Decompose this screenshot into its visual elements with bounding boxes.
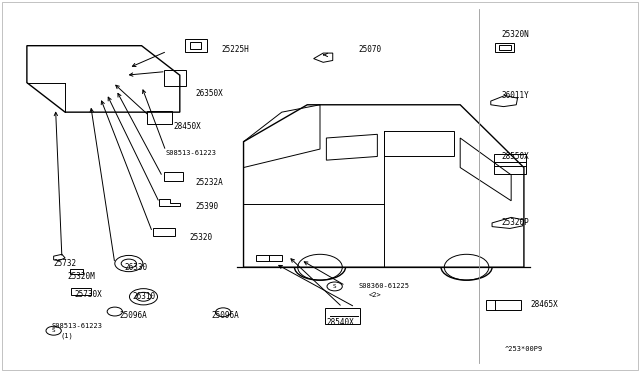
Bar <box>499 45 511 50</box>
Text: S08513-61223: S08513-61223 <box>51 323 102 329</box>
Bar <box>324 308 360 324</box>
Text: S08360-61225: S08360-61225 <box>358 283 409 289</box>
Text: 25320M: 25320M <box>67 272 95 281</box>
Bar <box>269 255 282 261</box>
Text: 28540X: 28540X <box>326 318 354 327</box>
Text: (1): (1) <box>61 332 74 339</box>
Text: 25390: 25390 <box>196 202 219 211</box>
Text: S: S <box>52 328 56 333</box>
Text: 25320N: 25320N <box>502 30 529 39</box>
Bar <box>495 44 515 52</box>
Bar <box>164 70 186 86</box>
Text: 25320: 25320 <box>189 233 212 242</box>
Text: 25225H: 25225H <box>221 45 249 54</box>
Text: 28465X: 28465X <box>531 300 558 309</box>
Bar <box>190 42 202 49</box>
Text: 25096A: 25096A <box>119 311 147 320</box>
Text: 25070: 25070 <box>358 45 381 54</box>
Text: 25730X: 25730X <box>75 291 102 299</box>
Text: 26350X: 26350X <box>196 89 223 98</box>
Text: 26330: 26330 <box>124 263 147 272</box>
Text: S08513-61223: S08513-61223 <box>166 150 217 156</box>
Text: 25232A: 25232A <box>196 178 223 187</box>
Text: 36011Y: 36011Y <box>502 91 529 100</box>
Bar <box>147 111 172 124</box>
Bar <box>153 228 175 236</box>
Text: ^253*00P9: ^253*00P9 <box>505 346 543 352</box>
Text: 28550X: 28550X <box>502 152 529 161</box>
Text: S: S <box>333 284 337 289</box>
Bar <box>72 288 91 295</box>
Text: 25320P: 25320P <box>502 218 529 227</box>
Bar <box>164 172 183 182</box>
Bar <box>184 39 207 52</box>
Bar <box>256 255 269 261</box>
Bar <box>70 269 83 275</box>
Text: <2>: <2> <box>369 292 382 298</box>
Text: 28450X: 28450X <box>173 122 201 131</box>
Text: 25732: 25732 <box>54 259 77 268</box>
Text: 25096A: 25096A <box>212 311 239 320</box>
Bar <box>494 154 526 174</box>
Text: 26310: 26310 <box>132 292 155 301</box>
